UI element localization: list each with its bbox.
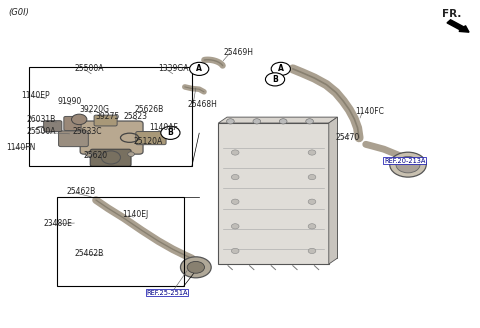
Circle shape [128,152,134,156]
Circle shape [72,114,87,125]
Text: 91990: 91990 [58,97,82,106]
Text: REF.25-251A: REF.25-251A [146,290,188,296]
Circle shape [271,62,290,75]
Text: 1140AF: 1140AF [149,123,178,133]
FancyBboxPatch shape [90,149,131,166]
Circle shape [265,73,285,86]
Circle shape [308,224,316,229]
Text: 1140FC: 1140FC [355,107,384,116]
Polygon shape [218,123,329,264]
Text: 39275: 39275 [95,112,120,121]
Circle shape [161,126,180,139]
Circle shape [231,224,239,229]
Circle shape [231,174,239,180]
Circle shape [85,152,92,156]
Text: 26031B: 26031B [26,115,56,124]
Text: A: A [278,64,284,73]
Circle shape [279,119,287,124]
FancyBboxPatch shape [80,121,143,154]
Text: A: A [196,64,202,73]
Circle shape [231,150,239,155]
Bar [57,197,184,286]
Text: 25620: 25620 [84,151,108,160]
Text: 25468H: 25468H [187,100,217,110]
Text: 25462B: 25462B [66,187,96,196]
Text: 25633C: 25633C [73,127,102,136]
Text: 1140EP: 1140EP [22,91,50,100]
Text: 25500A: 25500A [26,127,56,136]
Circle shape [396,156,420,173]
Text: 1140EJ: 1140EJ [122,210,149,219]
FancyBboxPatch shape [64,116,81,131]
FancyBboxPatch shape [44,121,62,132]
Text: 23480E: 23480E [43,219,72,228]
FancyBboxPatch shape [59,131,88,147]
FancyBboxPatch shape [136,132,166,145]
Polygon shape [227,117,337,258]
Circle shape [227,119,234,124]
Text: 25626B: 25626B [134,105,164,114]
Text: 25500A: 25500A [74,64,104,73]
Circle shape [308,248,316,254]
Bar [29,67,192,166]
Circle shape [306,119,313,124]
Text: 1339GA: 1339GA [158,64,189,73]
Circle shape [180,257,211,278]
Circle shape [231,199,239,204]
Polygon shape [329,117,337,264]
FancyArrow shape [447,20,469,32]
Circle shape [308,150,316,155]
FancyBboxPatch shape [94,115,117,126]
Text: 25823: 25823 [124,112,148,121]
Text: REF.20-213A: REF.20-213A [384,158,425,164]
Circle shape [253,119,261,124]
Circle shape [390,152,426,177]
Circle shape [308,174,316,180]
Text: 25469H: 25469H [223,48,253,57]
Text: B: B [168,128,173,137]
Text: 1140FN: 1140FN [6,143,35,152]
Circle shape [308,199,316,204]
Text: 25120A: 25120A [133,136,163,146]
Circle shape [190,62,209,75]
Circle shape [187,261,204,273]
Circle shape [231,248,239,254]
Text: (G0I): (G0I) [9,8,29,17]
Text: B: B [272,75,278,84]
Text: 25462B: 25462B [74,249,104,258]
Text: 39220G: 39220G [79,105,109,114]
Text: 25470: 25470 [336,133,360,142]
Polygon shape [218,117,337,123]
Text: FR.: FR. [442,9,461,19]
